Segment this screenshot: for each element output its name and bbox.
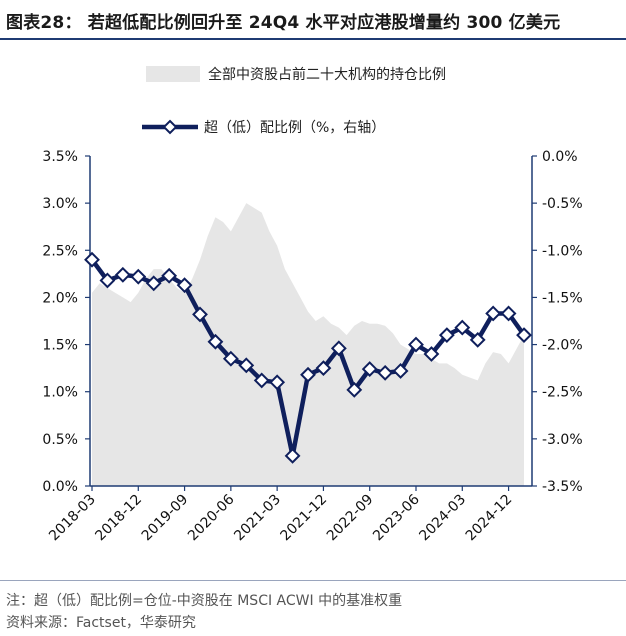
right-axis-tick-labels: -3.5% -3.0% -2.5% -2.0% -1.5% -1.0% -0.5% 0.0%: [542, 149, 583, 495]
footer-divider: [0, 580, 626, 581]
data-point-marker: [469, 331, 486, 348]
x-tick-label: 2018-03: [46, 492, 99, 545]
data-point-marker: [176, 277, 193, 294]
x-tick-label: 2024-12: [463, 492, 516, 545]
data-point-marker: [99, 272, 116, 289]
data-point-marker: [300, 366, 316, 383]
data-point-marker: [222, 350, 239, 367]
x-tick-label: 2020-06: [185, 491, 238, 544]
x-tick-label: 2022-09: [324, 492, 377, 545]
data-point-marker: [130, 268, 147, 285]
legend-item-over-under-weight: 超（低）配比例（%，右轴）: [142, 117, 385, 137]
left-tick-label: 1.0%: [42, 385, 78, 401]
area-series-holding-ratio: [92, 203, 524, 486]
legend: 全部中资股占前二十大机构的持仓比例 超（低）配比例（%，右轴）: [0, 60, 626, 140]
line-series-over-under-weight: [84, 251, 532, 464]
data-point-marker: [438, 327, 455, 344]
data-point-marker: [192, 306, 208, 323]
legend-area-swatch: [146, 66, 200, 82]
x-tick-label: 2021-12: [278, 492, 331, 545]
area-fill: [92, 203, 524, 486]
right-tick-label: -1.0%: [542, 243, 583, 259]
left-tick-label: 0.0%: [42, 479, 78, 495]
title-bar: 图表28： 若超低配比例回升至 24Q4 水平对应港股增量约 300 亿美元: [0, 0, 626, 40]
axes: [85, 155, 537, 491]
data-point-marker: [207, 333, 224, 350]
data-point-marker: [84, 251, 100, 268]
left-tick-label: 0.5%: [42, 432, 78, 448]
left-tick-label: 3.0%: [42, 196, 78, 212]
data-point-marker: [392, 363, 409, 379]
right-tick-label: -0.5%: [542, 196, 583, 212]
right-tick-label: 0.0%: [542, 149, 578, 165]
right-tick-label: -1.5%: [542, 290, 583, 306]
data-point-marker: [161, 267, 178, 284]
data-point-marker: [238, 357, 255, 374]
data-point-marker: [284, 447, 301, 464]
data-point-marker: [145, 275, 162, 292]
data-point-marker: [500, 305, 517, 322]
left-tick-label: 3.5%: [42, 149, 78, 165]
x-axis-tick-labels: 2018-032018-122019-092020-062021-032021-…: [46, 491, 515, 544]
right-tick-label: -3.5%: [542, 479, 583, 495]
chart-plot: 0.0%0.5%1.0%1.5%2.0%2.5%3.0%3.5% -3.5%-3…: [42, 149, 583, 544]
x-tick-label: 2023-06: [370, 491, 423, 544]
legend-line-swatch: [142, 119, 198, 135]
data-point-marker: [408, 336, 424, 353]
data-point-marker: [377, 364, 394, 381]
data-point-marker: [346, 381, 363, 398]
left-axis-tick-labels: 0.0% 0.5% 1.0% 1.5% 2.0% 2.5% 3.0% 3.5%: [42, 149, 78, 495]
chart-title: 图表28： 若超低配比例回升至 24Q4 水平对应港股增量约 300 亿美元: [6, 13, 561, 33]
x-tick-label: 2024-03: [416, 492, 469, 545]
legend-label-holding-ratio: 全部中资股占前二十大机构的持仓比例: [208, 67, 446, 83]
data-point-marker: [253, 372, 270, 389]
right-tick-label: -3.0%: [542, 432, 583, 448]
x-tick-label: 2021-03: [231, 492, 284, 545]
data-point-marker: [269, 374, 286, 391]
data-point-marker: [516, 327, 532, 344]
left-tick-label: 2.5%: [42, 243, 78, 259]
data-point-marker: [361, 361, 378, 378]
right-tick-label: -2.0%: [542, 338, 583, 354]
left-tick-label: 1.5%: [42, 338, 78, 354]
footer-source: 资料来源：Factset，华泰研究: [6, 615, 196, 631]
x-tick-label: 2018-12: [92, 492, 145, 545]
left-tick-label: 2.0%: [42, 290, 78, 306]
data-point-marker: [485, 305, 502, 322]
data-point-marker: [114, 266, 131, 283]
data-point-marker: [315, 360, 332, 377]
data-point-marker: [330, 340, 347, 357]
footer-note: 注：超（低）配比例=仓位-中资股在 MSCI ACWI 中的基准权重: [6, 593, 403, 609]
data-point-marker: [423, 346, 440, 362]
data-point-marker: [454, 319, 471, 336]
x-tick-label: 2019-09: [139, 492, 192, 545]
legend-item-holding-ratio: 全部中资股占前二十大机构的持仓比例: [146, 64, 446, 84]
right-tick-label: -2.5%: [542, 385, 583, 401]
legend-label-over-under-weight: 超（低）配比例（%，右轴）: [204, 120, 386, 136]
